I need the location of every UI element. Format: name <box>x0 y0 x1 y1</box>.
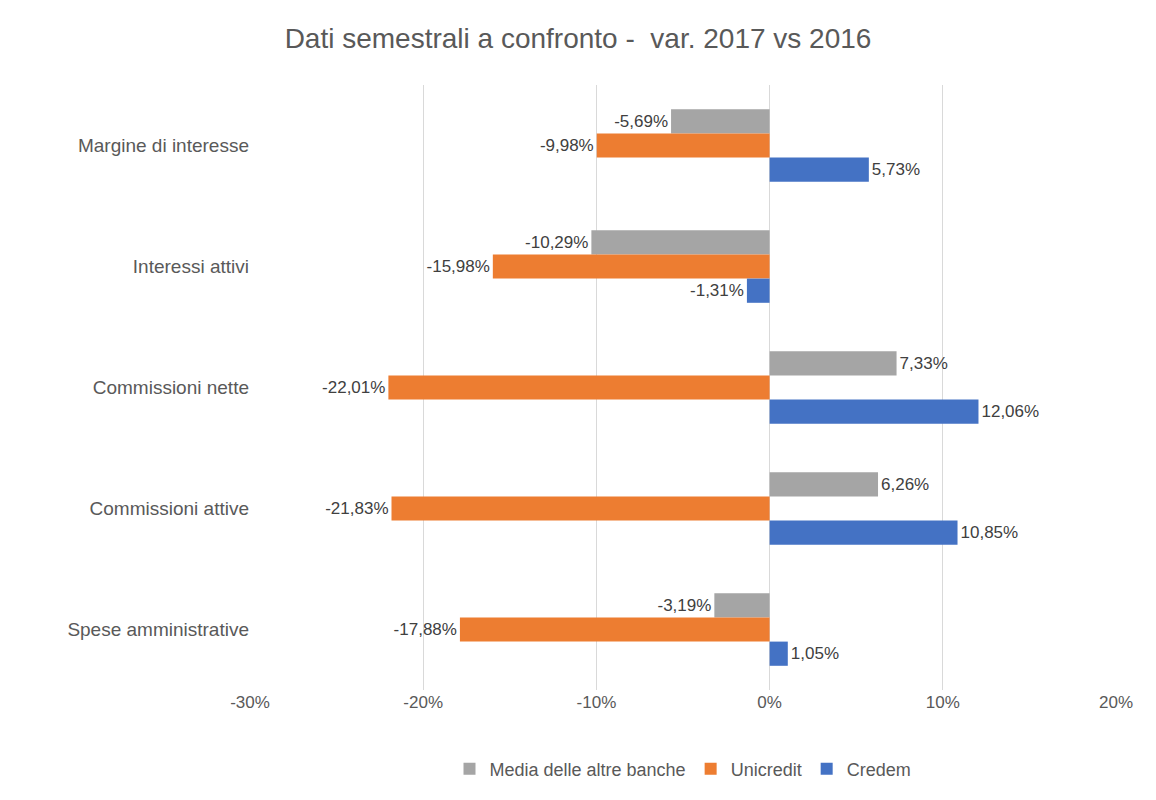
svg-text:Spese amministrative: Spese amministrative <box>67 619 249 640</box>
svg-text:Commissioni attive: Commissioni attive <box>90 498 249 519</box>
svg-text:12,06%: 12,06% <box>981 402 1039 421</box>
svg-text:-1,31%: -1,31% <box>690 281 744 300</box>
svg-text:-30%: -30% <box>230 693 270 712</box>
svg-text:-15,98%: -15,98% <box>427 257 490 276</box>
svg-text:-20%: -20% <box>403 693 443 712</box>
svg-text:-10%: -10% <box>577 693 617 712</box>
svg-text:-10,29%: -10,29% <box>525 233 588 252</box>
svg-text:7,33%: 7,33% <box>900 354 948 373</box>
svg-text:Unicredit: Unicredit <box>731 760 802 780</box>
svg-text:1,05%: 1,05% <box>791 644 839 663</box>
svg-text:Interessi attivi: Interessi attivi <box>133 256 249 277</box>
svg-text:-9,98%: -9,98% <box>540 136 594 155</box>
svg-text:-21,83%: -21,83% <box>325 499 388 518</box>
svg-text:Dati semestrali a confronto -: Dati semestrali a confronto - var. 2017 … <box>285 23 872 54</box>
svg-text:20%: 20% <box>1099 693 1133 712</box>
svg-text:Commissioni nette: Commissioni nette <box>93 377 249 398</box>
svg-text:6,26%: 6,26% <box>881 475 929 494</box>
svg-text:-5,69%: -5,69% <box>614 112 668 131</box>
svg-text:Credem: Credem <box>847 760 911 780</box>
svg-text:Margine di interesse: Margine di interesse <box>78 135 249 156</box>
svg-text:10,85%: 10,85% <box>961 523 1019 542</box>
svg-text:Media delle altre banche: Media delle altre banche <box>490 760 686 780</box>
svg-text:-17,88%: -17,88% <box>394 620 457 639</box>
svg-text:10%: 10% <box>926 693 960 712</box>
svg-text:-22,01%: -22,01% <box>322 378 385 397</box>
svg-text:0%: 0% <box>757 693 782 712</box>
svg-text:5,73%: 5,73% <box>872 160 920 179</box>
svg-text:-3,19%: -3,19% <box>657 596 711 615</box>
